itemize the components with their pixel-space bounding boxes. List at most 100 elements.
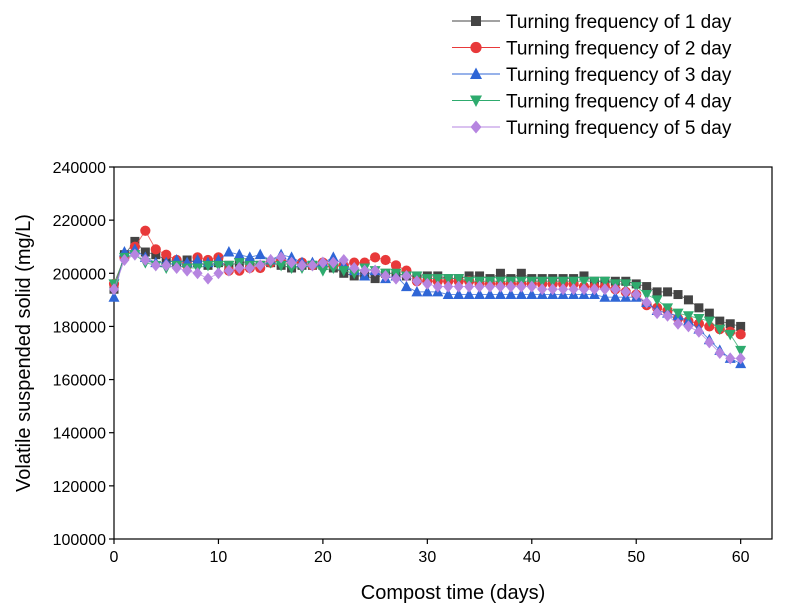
y-tick-label: 240000 xyxy=(53,160,106,177)
data-point xyxy=(442,288,454,300)
data-point xyxy=(348,268,360,280)
data-point xyxy=(547,283,558,296)
data-point xyxy=(464,271,474,281)
data-point xyxy=(182,264,193,277)
data-point xyxy=(202,260,214,272)
data-point xyxy=(620,279,632,290)
data-point xyxy=(338,254,349,266)
data-point xyxy=(642,282,652,292)
data-point xyxy=(651,295,663,306)
data-point xyxy=(422,277,433,290)
data-point xyxy=(652,287,662,297)
data-point xyxy=(161,249,172,260)
series-layer xyxy=(108,225,747,369)
data-point xyxy=(140,254,151,266)
data-point xyxy=(213,267,224,280)
data-point xyxy=(475,271,485,281)
data-point xyxy=(630,282,642,293)
data-point xyxy=(453,280,464,293)
data-point xyxy=(474,288,486,300)
data-point xyxy=(411,275,422,288)
data-point xyxy=(609,291,621,302)
data-point xyxy=(380,254,391,266)
data-point xyxy=(693,325,704,338)
data-point xyxy=(683,320,694,333)
y-axis-title: Volatile suspended solid (mg/L) xyxy=(13,214,35,492)
y-tick-label: 180000 xyxy=(53,319,106,336)
x-tick-label: 40 xyxy=(523,549,541,566)
data-point xyxy=(694,303,704,313)
legend-label: Turning frequency of 1 day xyxy=(506,12,732,33)
data-point xyxy=(484,288,496,300)
data-point xyxy=(400,280,412,292)
x-tick-label: 30 xyxy=(418,549,436,566)
data-point xyxy=(327,263,339,274)
data-point xyxy=(327,251,339,262)
data-point xyxy=(663,287,673,297)
data-point xyxy=(516,268,526,278)
data-point xyxy=(682,311,694,322)
data-point xyxy=(736,321,746,331)
legend-item: Turning frequency of 2 day xyxy=(452,39,732,60)
data-point xyxy=(463,288,475,300)
data-point xyxy=(453,274,465,285)
legend-label: Turning frequency of 5 day xyxy=(506,118,732,139)
data-point xyxy=(421,285,433,297)
data-point xyxy=(735,352,746,365)
data-point xyxy=(579,283,589,296)
plot-frame xyxy=(113,166,773,540)
data-point xyxy=(703,316,715,328)
data-point xyxy=(265,254,276,266)
data-point xyxy=(568,283,579,296)
data-point xyxy=(704,308,714,318)
data-point xyxy=(233,248,245,260)
data-point xyxy=(558,283,569,296)
legend-label: Turning frequency of 3 day xyxy=(506,65,732,86)
legend-marker xyxy=(470,120,482,134)
data-point xyxy=(735,345,747,357)
series-5 xyxy=(109,248,746,365)
data-point xyxy=(109,283,119,296)
x-tick-label: 10 xyxy=(210,549,228,566)
data-point xyxy=(192,254,204,265)
data-point xyxy=(672,308,684,320)
data-point xyxy=(119,254,130,266)
data-point xyxy=(276,251,287,264)
data-point xyxy=(568,276,580,288)
data-point xyxy=(297,259,307,272)
data-point xyxy=(715,316,725,326)
data-point xyxy=(620,285,631,298)
legend: Turning frequency of 1 day Turning freque… xyxy=(452,12,732,139)
legend-marker xyxy=(471,16,481,26)
data-point xyxy=(370,264,381,277)
legend-marker xyxy=(470,95,482,107)
data-point xyxy=(589,283,600,296)
data-point xyxy=(515,288,527,300)
data-point xyxy=(244,251,256,262)
data-point xyxy=(150,259,161,272)
data-point xyxy=(203,272,213,285)
data-point xyxy=(130,236,140,246)
data-point xyxy=(359,264,370,277)
data-point xyxy=(317,256,328,269)
data-point xyxy=(641,296,652,309)
data-point xyxy=(505,288,517,300)
y-tick-label: 160000 xyxy=(53,373,106,390)
data-point xyxy=(599,291,611,302)
x-axis-title: Compost time (days) xyxy=(361,582,546,604)
data-point xyxy=(495,268,505,278)
data-point xyxy=(652,307,663,320)
data-point xyxy=(370,274,380,284)
data-point xyxy=(704,336,715,349)
data-point xyxy=(129,248,140,261)
data-point xyxy=(725,352,736,365)
data-point xyxy=(588,276,600,288)
data-point xyxy=(140,225,151,236)
legend-marker xyxy=(470,41,482,54)
data-point xyxy=(485,280,495,293)
data-point xyxy=(255,259,266,272)
y-tick-label: 100000 xyxy=(53,532,106,549)
data-point xyxy=(735,329,746,340)
x-tick-label: 20 xyxy=(314,549,332,566)
